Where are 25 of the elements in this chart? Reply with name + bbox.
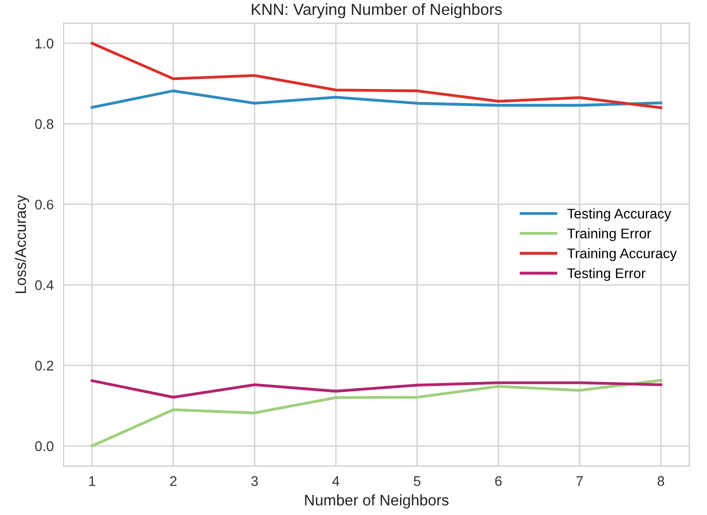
legend-label: Testing Error (567, 268, 646, 281)
y-tick-label: 0.8 (35, 119, 54, 130)
legend-label: Testing Accuracy (567, 208, 672, 222)
legend-label: Training Accuracy (567, 248, 677, 262)
x-tick-label: 2 (170, 476, 176, 486)
chart-title: KNN: Varying Number of Neighbors (252, 3, 502, 18)
x-tick-label: 3 (251, 476, 258, 486)
line-series (90, 378, 662, 448)
y-tick-label: 0.4 (35, 280, 54, 290)
x-tick-label: 5 (414, 476, 420, 486)
x-tick-label: 1 (89, 476, 96, 486)
line-series (90, 379, 662, 399)
y-tick-label: 0.2 (35, 360, 54, 371)
legend-label: Training Error (567, 228, 652, 242)
x-tick-label: 8 (658, 476, 664, 486)
x-tick-label: 4 (332, 476, 340, 486)
y-axis-title: Loss/Accuracy (14, 194, 30, 294)
x-tick-label: 6 (495, 476, 502, 486)
line-series (90, 42, 662, 110)
y-tick-label: 0.6 (35, 200, 54, 210)
line-series (90, 89, 662, 109)
y-tick-label: 0.0 (35, 441, 54, 452)
y-tick-label: 1.0 (36, 38, 54, 48)
x-axis-title: Number of Neighbors (305, 494, 449, 509)
x-tick-label: 7 (576, 476, 583, 486)
